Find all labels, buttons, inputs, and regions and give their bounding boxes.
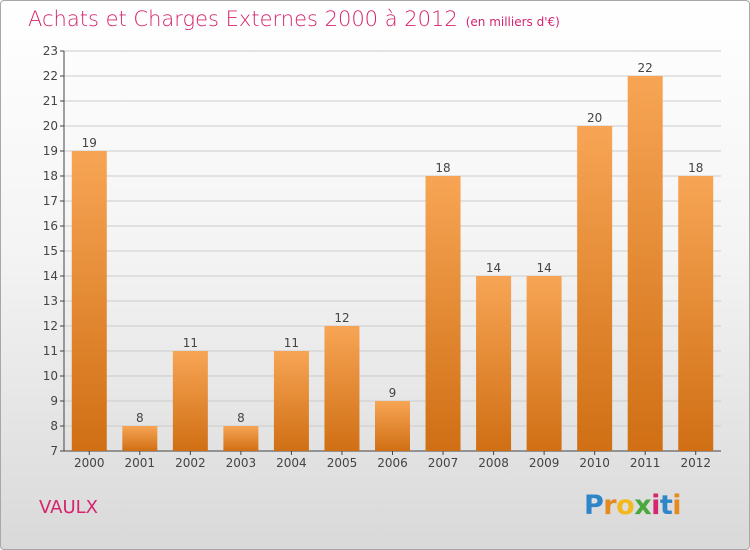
y-tick-label: 8 [50,419,58,433]
data-label-2006: 9 [389,386,397,400]
location-label: VAULX [39,497,99,518]
y-tick-label: 15 [43,244,58,258]
bar-2009 [526,276,562,451]
x-tick-label-2009: 2009 [529,456,560,470]
data-label-2012: 18 [688,161,703,175]
logo-letter: i [651,490,660,521]
data-label-2008: 14 [486,261,501,275]
x-tick-label-2012: 2012 [680,456,711,470]
bar-2012 [678,176,714,451]
bar-2008 [476,276,512,451]
bar-2001 [122,426,158,451]
data-label-2004: 11 [284,336,299,350]
logo-letter: r [603,490,617,521]
y-tick-label: 14 [43,269,58,283]
y-tick-label: 10 [43,369,58,383]
x-tick-label-2002: 2002 [175,456,206,470]
y-tick-label: 17 [43,194,58,208]
x-tick-label-2011: 2011 [630,456,661,470]
x-tick-label-2003: 2003 [226,456,257,470]
logo-letter: t [659,490,673,521]
bar-2011 [627,76,663,451]
y-tick-label: 23 [43,44,58,58]
bars [71,76,714,451]
data-label-2010: 20 [587,111,602,125]
data-label-2009: 14 [536,261,551,275]
chart-unit: (en milliers d'€) [465,15,560,29]
y-tick-label: 22 [43,69,58,83]
bar-2000 [71,151,107,451]
bar-2006 [375,401,410,451]
x-tick-label-2000: 2000 [74,456,105,470]
logo-letter: o [616,490,635,521]
y-tick-label: 9 [50,394,58,408]
y-tick-labels: 7 8 9 10 11 12 13 14 15 16 17 18 19 20 21 22 23 [43,44,58,458]
bar-2004 [273,351,309,451]
data-label-2000: 19 [82,136,97,150]
y-tick-label: 12 [43,319,58,333]
y-tick-label: 18 [43,169,58,183]
y-tick-label: 21 [43,94,58,108]
proxiti-logo: Proxiti [584,490,682,521]
data-label-2002: 11 [183,336,198,350]
x-tick-label-2001: 2001 [125,456,156,470]
bar-2003 [223,426,259,451]
bar-2005 [324,326,360,451]
logo-letter: x [634,490,652,521]
y-tick-label: 7 [50,444,58,458]
data-label-2011: 22 [638,61,653,75]
x-tick-label-2010: 2010 [579,456,610,470]
y-tick-label: 19 [43,144,58,158]
x-tick-label-2005: 2005 [327,456,358,470]
data-labels: 19 8 11 8 11 12 9 18 14 14 20 22 18 [82,61,704,425]
y-tick-label: 13 [43,294,58,308]
bar-2002 [172,351,208,451]
bar-2007 [425,176,461,451]
y-tick-label: 11 [43,344,58,358]
y-tick-label: 20 [43,119,58,133]
x-tick-label-2004: 2004 [276,456,307,470]
x-tick-labels: 2000 2001 2002 2003 2004 2005 2006 2007 2008 2009… [74,456,711,470]
data-label-2007: 18 [435,161,450,175]
data-label-2005: 12 [334,311,349,325]
data-label-2001: 8 [136,411,144,425]
data-label-2003: 8 [237,411,245,425]
logo-letter: P [584,490,604,521]
logo-letter: i [672,490,682,521]
title-line: Achats et Charges Externes 2000 à 2012 (e… [28,7,560,31]
x-tick-label-2008: 2008 [478,456,509,470]
y-tick-label: 16 [43,219,58,233]
x-tick-label-2006: 2006 [377,456,408,470]
x-tick-label-2007: 2007 [428,456,459,470]
bar-2010 [577,126,613,451]
chart-title: Achats et Charges Externes 2000 à 2012 [28,7,458,31]
